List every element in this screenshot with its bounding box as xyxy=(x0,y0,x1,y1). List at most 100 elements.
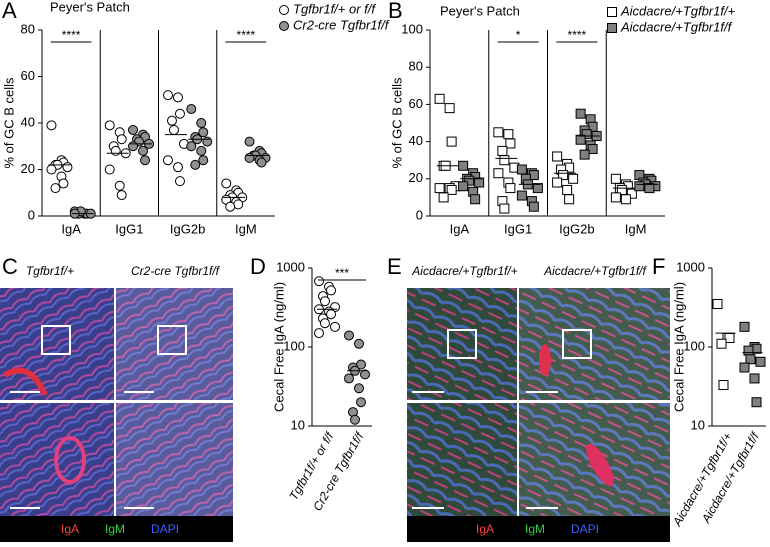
data-point xyxy=(749,373,760,384)
data-point xyxy=(196,118,207,128)
data-point xyxy=(516,190,527,201)
data-point xyxy=(196,145,207,156)
data-point xyxy=(745,354,756,365)
data-point xyxy=(162,155,173,166)
significance-label: * xyxy=(516,28,521,42)
legend-label: Tgfbr1f/+ or f/f xyxy=(293,1,376,16)
stain-label: IgM xyxy=(105,522,125,536)
data-point xyxy=(202,136,213,147)
significance-label: *** xyxy=(335,266,349,280)
data-point xyxy=(458,181,469,192)
data-point xyxy=(221,178,232,189)
significance-label: **** xyxy=(237,28,256,42)
y-axis-label: % of GC B cells xyxy=(389,77,404,169)
data-point xyxy=(46,120,57,131)
data-point xyxy=(172,92,183,103)
data-point xyxy=(62,162,73,173)
data-point xyxy=(634,181,645,192)
data-point xyxy=(244,152,255,163)
data-point xyxy=(174,108,185,119)
image-label: Aicdacre/+Tgfbr1f/+ xyxy=(411,264,517,278)
panel-label: C xyxy=(2,254,18,279)
stain-label: IgM xyxy=(525,522,545,536)
data-point xyxy=(138,145,149,156)
data-point xyxy=(314,276,324,287)
data-point xyxy=(186,104,197,115)
data-point xyxy=(438,192,449,203)
y-tick-label: 80 xyxy=(21,21,35,36)
y-tick-label: 80 xyxy=(409,59,423,74)
data-point xyxy=(46,164,57,175)
x-tick-label: IgM xyxy=(625,221,647,236)
panel-label: D xyxy=(250,254,266,279)
stain-label: IgA xyxy=(61,522,79,536)
legend-marker xyxy=(607,23,617,33)
x-tick-label: IgA xyxy=(450,221,470,236)
y-axis-label: Cecal Free IgA (ng/ml) xyxy=(671,282,686,412)
data-point xyxy=(116,190,127,201)
y-axis-label: % of GC B cells xyxy=(1,77,16,169)
legend-label: Aicdacre/+Tgfbr1f/f xyxy=(620,19,733,34)
data-point xyxy=(172,162,183,173)
data-point xyxy=(739,362,750,373)
data-point xyxy=(558,170,569,181)
data-point xyxy=(198,127,209,138)
data-point xyxy=(110,145,121,156)
legend-marker xyxy=(607,7,617,17)
legend-marker xyxy=(279,21,289,31)
data-point xyxy=(505,138,516,149)
data-point xyxy=(552,177,563,188)
data-point xyxy=(58,178,69,189)
y-tick-label: 40 xyxy=(21,114,35,129)
data-point xyxy=(503,129,514,140)
y-tick-label: 0 xyxy=(416,207,423,222)
data-point xyxy=(326,285,336,296)
data-point xyxy=(116,134,127,145)
y-tick-label: 60 xyxy=(409,96,423,111)
data-point xyxy=(50,183,61,194)
y-axis-label: Cecal Free IgA (ng/ml) xyxy=(271,282,286,412)
legend-marker xyxy=(279,5,289,15)
data-point xyxy=(497,145,508,156)
legend-label: Aicdacre/+Tgfbr1f/+ xyxy=(620,3,736,18)
x-tick-label: IgG1 xyxy=(504,221,532,236)
data-point xyxy=(493,127,504,138)
data-point xyxy=(493,168,504,179)
data-point xyxy=(140,155,151,166)
data-point xyxy=(320,296,330,307)
data-point xyxy=(344,373,354,384)
data-point xyxy=(610,173,621,184)
data-point xyxy=(354,338,364,349)
data-point xyxy=(225,201,236,212)
data-point xyxy=(128,141,139,152)
data-point xyxy=(552,151,563,162)
data-point xyxy=(716,338,727,349)
image-label: Cr2-cre Tgfbr1f/f xyxy=(131,264,221,278)
data-point xyxy=(446,184,457,195)
y-tick-label: 10 xyxy=(291,417,305,432)
y-tick-label: 40 xyxy=(409,133,423,148)
y-tick-label: 20 xyxy=(21,161,35,176)
y-tick-label: 20 xyxy=(409,170,423,185)
data-point xyxy=(474,177,485,188)
data-point xyxy=(190,159,201,170)
panel-label: E xyxy=(387,254,402,279)
significance-label: **** xyxy=(62,28,81,42)
data-point xyxy=(587,144,598,155)
data-point xyxy=(610,192,621,203)
data-point xyxy=(718,380,729,391)
data-point xyxy=(755,356,766,367)
data-point xyxy=(166,115,177,126)
x-tick-label: IgG2b xyxy=(170,221,205,236)
legend-label: Cr2-cre Tgfbr1f/f xyxy=(293,17,390,32)
data-point xyxy=(458,160,469,171)
data-point xyxy=(626,188,637,199)
data-point xyxy=(244,136,255,147)
y-tick-label: 10 xyxy=(691,417,705,432)
data-point xyxy=(162,90,173,101)
significance-label: **** xyxy=(568,28,587,42)
panel-label: B xyxy=(388,0,403,23)
data-point xyxy=(330,321,340,332)
stain-label: IgA xyxy=(476,522,494,536)
